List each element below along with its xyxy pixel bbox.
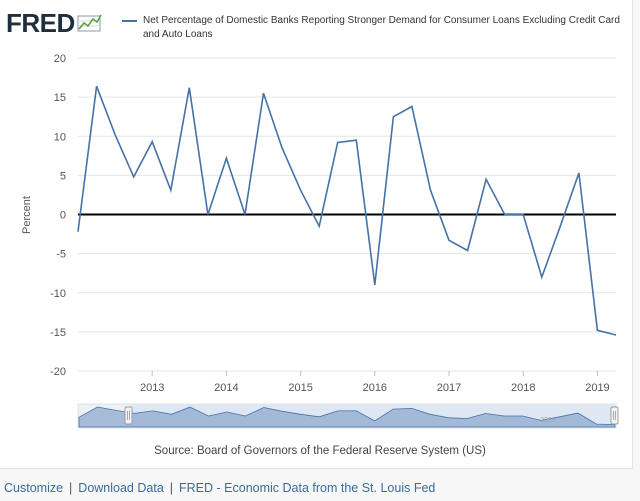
data-point[interactable] — [150, 140, 154, 144]
logo-text: FRED — [6, 7, 75, 38]
legend-label: Net Percentage of Domestic Banks Reporti… — [143, 15, 620, 40]
data-point[interactable] — [373, 283, 377, 287]
data-point[interactable] — [410, 105, 414, 109]
y-tick-label: -15 — [50, 327, 66, 339]
series-line — [77, 85, 617, 336]
chart-panel — [0, 0, 633, 469]
data-point[interactable] — [262, 91, 266, 95]
data-point[interactable] — [558, 224, 562, 228]
x-tick-label: 2014 — [214, 382, 238, 394]
data-point[interactable] — [317, 224, 321, 228]
data-point[interactable] — [336, 141, 340, 145]
data-point[interactable] — [243, 213, 247, 217]
navigator-area — [78, 406, 616, 428]
data-point[interactable] — [540, 275, 544, 279]
download-data-link[interactable]: Download Data — [78, 481, 164, 495]
data-point[interactable] — [484, 177, 488, 181]
x-tick-label: 2017 — [437, 382, 461, 394]
y-tick-label: 0 — [60, 210, 66, 222]
navigator-year-label: 2016 — [540, 417, 556, 424]
x-tick-label: 2013 — [140, 382, 164, 394]
data-point[interactable] — [428, 188, 432, 192]
legend-swatch — [122, 20, 137, 22]
data-point[interactable] — [95, 84, 99, 88]
x-tick-label: 2015 — [288, 382, 312, 394]
source-note: Source: Board of Governors of the Federa… — [154, 445, 486, 457]
fred-logo[interactable]: FRED — [6, 8, 103, 38]
data-point[interactable] — [614, 333, 618, 337]
data-point[interactable] — [187, 86, 191, 90]
y-axis-ticks: 20 15 10 5 0 -5 -10 -15 -20 — [50, 53, 66, 378]
y-tick-label: -20 — [50, 366, 66, 378]
x-tick-label: 2018 — [511, 382, 535, 394]
x-tick-label: 2016 — [363, 382, 387, 394]
data-point[interactable] — [503, 213, 507, 217]
y-tick-label: 5 — [60, 170, 66, 182]
data-point[interactable] — [595, 328, 599, 332]
y-tick-label: 15 — [54, 92, 66, 104]
x-tick-label: 2019 — [585, 382, 609, 394]
data-point[interactable] — [76, 230, 80, 234]
data-point[interactable] — [206, 213, 210, 217]
data-point[interactable] — [280, 146, 284, 150]
navigator-right-handle[interactable] — [610, 406, 619, 425]
footer-separator: | — [169, 481, 174, 495]
navigator[interactable]: 2016 — [77, 403, 619, 429]
data-point[interactable] — [466, 248, 470, 252]
data-point[interactable] — [299, 188, 303, 192]
data-point[interactable] — [447, 238, 451, 242]
data-point[interactable] — [391, 115, 395, 119]
y-tick-label: 20 — [54, 53, 66, 65]
data-point[interactable] — [577, 171, 581, 175]
data-point[interactable] — [224, 156, 228, 160]
data-point[interactable] — [169, 188, 173, 192]
y-tick-label: -10 — [50, 288, 66, 300]
chart-legend: Net Percentage of Domestic Banks Reporti… — [122, 14, 622, 42]
data-point[interactable] — [521, 213, 525, 217]
x-axis-ticks: 2013 2014 2015 2016 2017 2018 2019 — [140, 371, 610, 394]
data-point[interactable] — [132, 175, 136, 179]
y-tick-label: 10 — [54, 131, 66, 143]
y-tick-label: -5 — [56, 249, 66, 261]
logo-chart-icon — [77, 14, 102, 32]
footer-links: Customize | Download Data | FRED - Economic … — [4, 481, 435, 495]
footer-separator: | — [69, 481, 73, 495]
navigator-left-handle[interactable] — [124, 406, 133, 425]
customize-link[interactable]: Customize — [4, 481, 64, 495]
data-point[interactable] — [354, 138, 358, 142]
y-axis-label: Percent — [21, 196, 33, 234]
fred-home-link[interactable]: FRED - Economic Data from the St. Louis … — [179, 481, 436, 495]
data-point[interactable] — [113, 133, 117, 137]
